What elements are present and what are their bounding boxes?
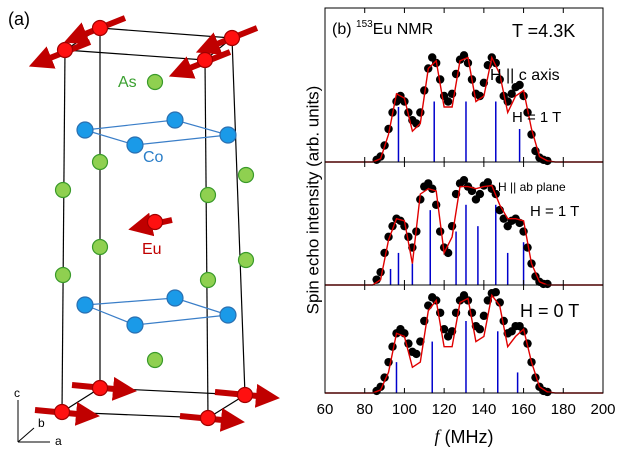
panel-label: (b) 153Eu NMR [332,19,433,39]
x-tick-label: 140 [471,401,496,418]
data-point [447,221,457,231]
panel-frame [324,284,604,394]
data-point [515,80,524,90]
axes-triad [17,400,50,443]
data-point [507,89,516,99]
x-tick-label: 160 [511,401,536,418]
data-point [459,175,469,185]
data-point [412,349,421,359]
panel-label: (a) [8,9,30,29]
data-point [443,97,453,106]
data-point [416,108,425,117]
data-point [491,288,500,297]
fit-curve [325,55,603,163]
data-point [416,337,425,346]
x-tick-label: 120 [432,401,457,418]
field: H = 1 T [530,203,579,220]
isotope: 153 [356,19,373,30]
data-point [467,308,477,317]
fit-curve [325,293,603,394]
data-point [479,311,489,321]
atom-label: As [118,74,137,91]
x-tick-label: 60 [317,401,334,418]
x-axis-label: f (MHz) [434,426,493,447]
data-point [495,298,504,307]
fit-curve [325,184,603,286]
data-point [435,75,445,84]
data-point [451,69,461,79]
as-atoms [54,73,255,369]
axis-name: b [38,416,45,430]
panel-label: (b) [332,21,352,38]
data-point [483,178,493,187]
data-point [400,97,409,106]
data-point [376,267,385,277]
atom-label: Eu [142,241,162,258]
data-point [475,325,485,334]
x-label-unit: (MHz) [445,427,494,447]
data-point [424,301,433,310]
data-point [420,86,429,95]
edge [204,59,209,419]
data-point [543,279,552,289]
axis-name: c [14,386,20,400]
field: H = 0 T [520,301,579,321]
axis-name: a [55,434,62,448]
edge [231,37,246,396]
x-tick-label: 80 [356,401,373,418]
data-point [432,200,441,209]
co-plane [84,119,229,146]
data-point [459,51,469,60]
nucleus: Eu NMR [373,21,433,38]
x-tick-label: 100 [392,401,417,418]
data-point [443,248,453,258]
field-direction: H || c axis [490,67,560,84]
x-tick-label: 180 [551,401,576,418]
atom-label: Co [143,149,164,166]
field-direction: H || ab plane [498,180,566,194]
crystal-structure: (a) As Co Eu [8,9,280,448]
edge [61,49,66,413]
data-point [400,221,409,231]
field: H = 1 T [512,109,561,126]
data-point [435,227,445,236]
data-point [523,243,532,252]
x-label-symbol: f [434,426,442,446]
x-tick-label: 200 [590,401,615,418]
eu-atoms [53,19,254,427]
temperature: T =4.3K [512,21,575,41]
y-axis-label: Spin echo intensity (arb. units) [303,86,322,315]
data-point [475,189,485,199]
co-atoms [76,111,237,334]
data-point [380,248,389,258]
